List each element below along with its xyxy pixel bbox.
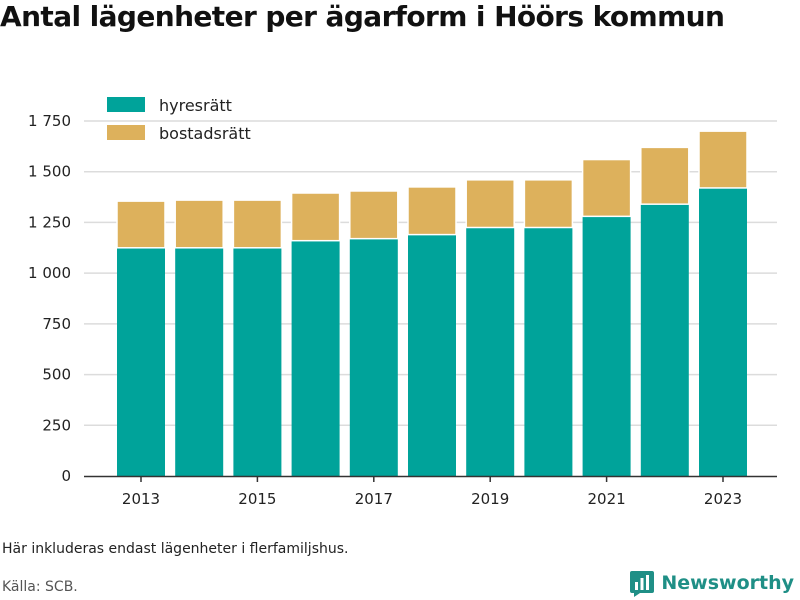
axes: 0 250 500 750 1 000 1 250 1 500 1 750 2013 2015 20… [28, 112, 777, 508]
bar-hyresratt-2018 [408, 234, 456, 476]
brand-name: Newsworthy [661, 572, 794, 594]
chart-title: Antal lägenheter per ägarform i Höörs ko… [0, 0, 725, 33]
bar-hyresratt-2014 [175, 247, 224, 476]
bar-bostadsratt-2018 [407, 186, 457, 236]
bar-hyresratt-2016 [291, 240, 340, 476]
y-tick-label: 1 750 [28, 112, 71, 130]
y-tick-label: 1 250 [28, 213, 71, 231]
bar-chart-logo-icon [630, 571, 655, 597]
bar-hyresratt-2017 [349, 238, 398, 476]
bar-bostadsratt-2019 [465, 179, 515, 229]
bar-hyresratt-2019 [466, 227, 515, 476]
bar-bostadsratt-2013 [116, 200, 166, 249]
bar-bostadsratt-2023 [698, 130, 748, 189]
legend-label-hyresratt: hyresrätt [159, 96, 232, 115]
y-tick-label: 1 500 [28, 163, 71, 181]
x-tick-label: 2021 [588, 490, 626, 508]
y-tick-label: 750 [42, 315, 71, 333]
bar-bostadsratt-2016 [290, 192, 341, 242]
chart-note: Här inkluderas endast lägenheter i flerf… [2, 541, 349, 557]
legend-label-bostadsratt: bostadsrätt [159, 124, 251, 143]
x-tick-label: 2023 [704, 490, 742, 508]
x-tick-label: 2015 [238, 490, 276, 508]
bar-hyresratt-2015 [233, 247, 282, 476]
y-tick-label: 0 [61, 467, 71, 485]
legend-swatch-bostadsratt [107, 125, 145, 140]
legend-swatch-hyresratt [107, 97, 145, 112]
bar-bostadsratt-2014 [174, 199, 224, 249]
y-tick-label: 1 000 [28, 264, 71, 282]
newsworthy-logo: Newsworthy [629, 567, 794, 599]
bar-bostadsratt-2021 [581, 158, 632, 218]
bar-bostadsratt-2022 [640, 146, 690, 205]
x-tick-label: 2017 [355, 490, 393, 508]
bar-hyresratt-2023 [699, 187, 747, 476]
x-tick-label: 2013 [122, 490, 160, 508]
y-tick-label: 500 [42, 366, 71, 384]
bar-hyresratt-2022 [640, 204, 689, 476]
bar-hyresratt-2013 [117, 247, 165, 476]
bar-hyresratt-2021 [582, 216, 631, 477]
x-tick-label: 2019 [471, 490, 509, 508]
bars [116, 130, 748, 477]
bar-bostadsratt-2017 [349, 190, 399, 240]
bar-hyresratt-2020 [524, 227, 573, 476]
chart-source: Källa: SCB. [2, 579, 78, 595]
legend: hyresrätt bostadsrätt [107, 96, 251, 143]
y-tick-label: 250 [42, 416, 71, 434]
bar-bostadsratt-2020 [523, 179, 574, 229]
bar-bostadsratt-2015 [232, 199, 283, 249]
